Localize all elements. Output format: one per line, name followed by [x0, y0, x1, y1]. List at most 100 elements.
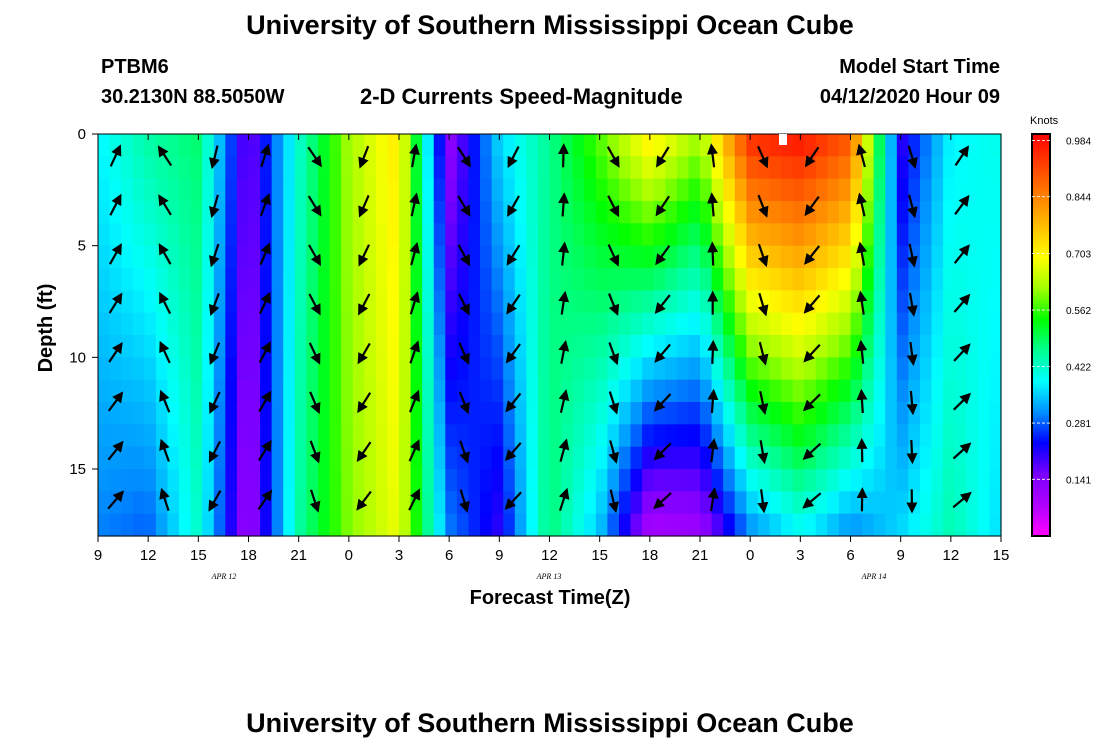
current-arrow [608, 342, 620, 366]
heatmap-cell [480, 268, 493, 291]
heatmap-cell [121, 134, 134, 157]
heatmap-cell [815, 513, 828, 537]
heatmap-cell [618, 245, 632, 269]
heatmap-cell [838, 469, 852, 492]
heatmap-cell [179, 491, 192, 515]
heatmap-cell [989, 201, 1002, 224]
heatmap-cell [734, 335, 747, 358]
heatmap-cell [491, 491, 504, 515]
heatmap-cell [595, 245, 608, 269]
heatmap-cell [908, 223, 921, 247]
current-arrow [108, 292, 123, 314]
current-arrow [209, 391, 221, 414]
heatmap-cell [144, 134, 157, 157]
heatmap-cell [862, 156, 875, 180]
heatmap-cell [862, 357, 875, 381]
heatmap-cell [792, 379, 805, 403]
heatmap-cell [341, 335, 354, 358]
heatmap-cell [838, 402, 852, 425]
heatmap-cell [271, 491, 284, 515]
x-tick-label: 12 [541, 547, 558, 564]
heatmap-cell [294, 469, 307, 492]
heatmap-cell [908, 312, 921, 336]
heatmap-cell [723, 178, 736, 202]
heatmap-cell [213, 312, 226, 336]
heatmap-cell [977, 201, 991, 224]
heatmap-cell [526, 513, 539, 537]
heatmap-cell [676, 513, 690, 537]
heatmap-cell [109, 402, 122, 425]
heatmap-cell [399, 491, 412, 515]
heatmap-cell [607, 223, 620, 247]
heatmap-cell [526, 446, 539, 470]
heatmap-cell [433, 201, 446, 224]
heatmap-cell [850, 513, 863, 537]
heatmap-cell [387, 335, 400, 358]
heatmap-cell [966, 312, 979, 336]
heatmap-cell [121, 268, 134, 291]
heatmap-cell [364, 491, 377, 515]
heatmap-cell [676, 312, 690, 336]
heatmap-cell [190, 201, 203, 224]
heatmap-cell [167, 357, 180, 381]
heatmap-cell [329, 424, 342, 448]
heatmap-cell [456, 424, 470, 448]
heatmap-cell [526, 268, 539, 291]
heatmap-cell [202, 513, 215, 537]
heatmap-cell [792, 513, 805, 537]
heatmap-cell [526, 245, 539, 269]
heatmap-cell [630, 156, 643, 180]
heatmap-cell [607, 335, 620, 358]
heatmap-cell [271, 223, 284, 247]
heatmap-cell [838, 223, 852, 247]
heatmap-cell [734, 268, 747, 291]
heatmap-cell [584, 379, 597, 403]
heatmap-cell [792, 223, 805, 247]
heatmap-cell [352, 424, 365, 448]
heatmap-cell [688, 312, 701, 336]
heatmap-cell [341, 312, 354, 336]
heatmap-cell [943, 491, 956, 515]
heatmap-cell [422, 446, 435, 470]
heatmap-cell [954, 513, 967, 537]
heatmap-cell [491, 312, 504, 336]
heatmap-cell [98, 335, 111, 358]
heatmap-cell [804, 268, 817, 291]
heatmap-cell [468, 223, 481, 247]
heatmap-cell [329, 201, 342, 224]
current-arrow [802, 492, 822, 509]
heatmap-cell [618, 156, 632, 180]
heatmap-cell [584, 402, 597, 425]
current-arrow [458, 293, 470, 316]
heatmap-cell [294, 312, 307, 336]
heatmap-cell [642, 335, 655, 358]
heatmap-cell [537, 513, 551, 537]
heatmap-cell [584, 513, 597, 537]
heatmap-cell [456, 469, 470, 492]
heatmap-cell [410, 268, 423, 291]
heatmap-cell [781, 245, 794, 269]
heatmap-cell [977, 134, 991, 157]
heatmap-cell [283, 402, 296, 425]
heatmap-cell [121, 491, 134, 515]
heatmap-cell [480, 134, 493, 157]
heatmap-cell [711, 469, 724, 492]
heatmap-cell [132, 379, 145, 403]
heatmap-cell [306, 379, 319, 403]
current-arrow [159, 389, 171, 413]
heatmap-cell [908, 268, 921, 291]
heatmap-cell [144, 379, 157, 403]
heatmap-cell [144, 491, 157, 515]
heatmap-cell [526, 424, 539, 448]
heatmap-cell [526, 201, 539, 224]
heatmap-cell [445, 491, 458, 515]
heatmap-cell [271, 335, 284, 358]
heatmap-cell [317, 491, 331, 515]
heatmap-cell [317, 469, 331, 492]
heatmap-cell [179, 513, 192, 537]
heatmap-cell [850, 357, 863, 381]
heatmap-cell [746, 335, 759, 358]
heatmap-cell [584, 424, 597, 448]
heatmap-cell [121, 424, 134, 448]
heatmap-cell [456, 379, 470, 403]
